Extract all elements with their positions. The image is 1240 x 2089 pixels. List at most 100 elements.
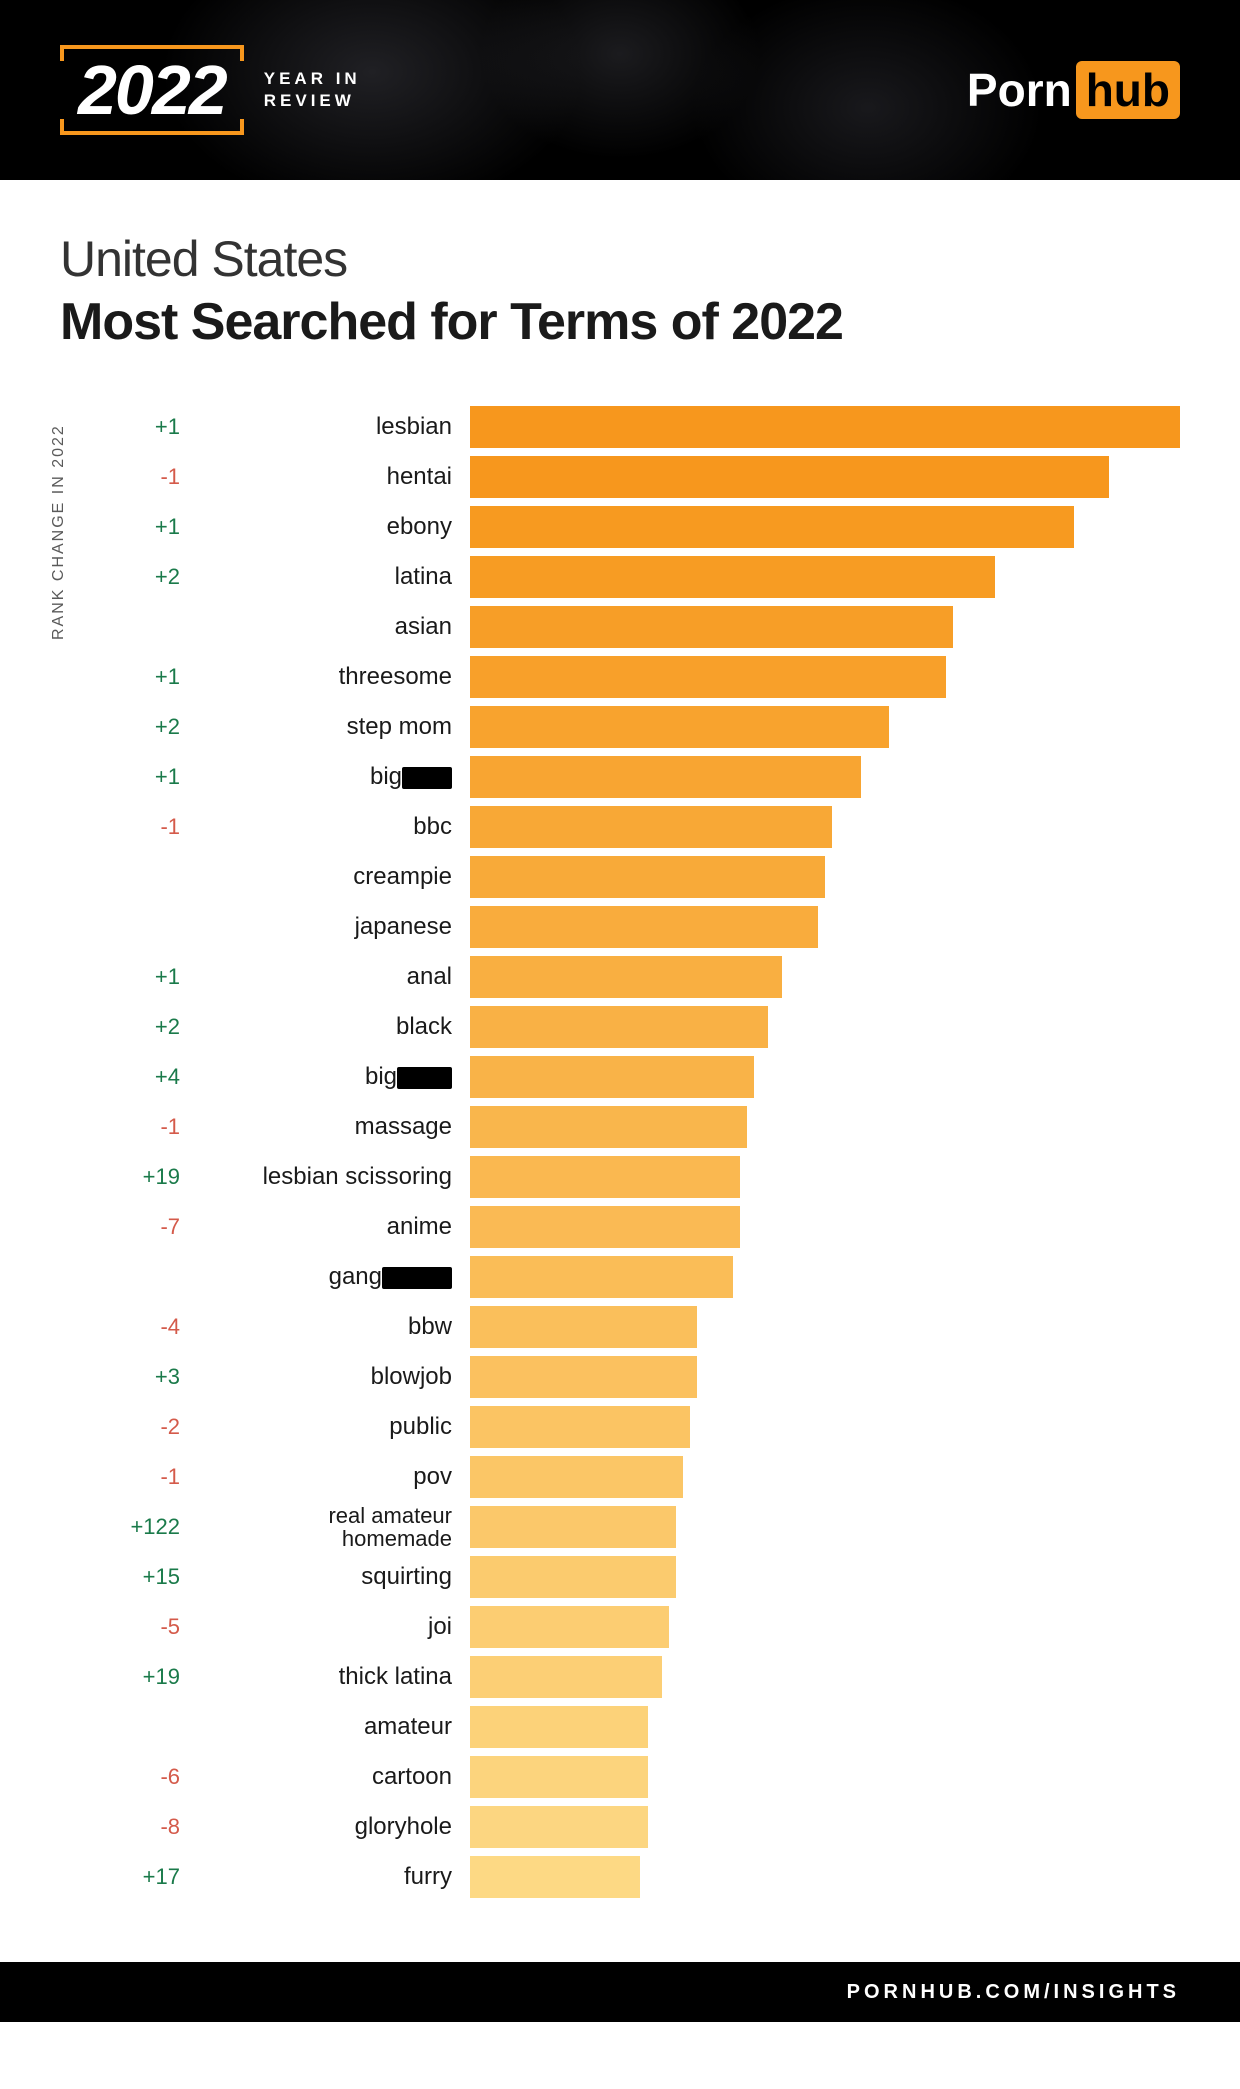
term-label: anime [200,1214,470,1239]
chart-row: +1lesbian [110,402,1180,452]
bar [470,1106,747,1148]
rank-change: +1 [110,514,200,540]
bar-cell [470,1302,1180,1352]
chart-row: -5joi [110,1602,1180,1652]
bar [470,1606,669,1648]
rank-change: +2 [110,1014,200,1040]
bar [470,406,1180,448]
bar-cell [470,1202,1180,1252]
rank-change: -1 [110,464,200,490]
bar [470,1806,648,1848]
rank-change: -6 [110,1764,200,1790]
bar [470,756,861,798]
rank-change: -4 [110,1314,200,1340]
term-label: gloryhole [200,1814,470,1839]
bar-cell [470,1502,1180,1552]
rank-change: +1 [110,664,200,690]
rank-change: +1 [110,964,200,990]
rank-change: +15 [110,1564,200,1590]
chart-row: asian [110,602,1180,652]
bar-cell [470,652,1180,702]
chart-row: +17furry [110,1852,1180,1902]
rank-change: -2 [110,1414,200,1440]
bar [470,1356,697,1398]
redaction-block [397,1067,452,1089]
year-sub-line1: YEAR IN [264,68,361,90]
chart-row: -4bbw [110,1302,1180,1352]
term-label: anal [200,964,470,989]
bar [470,1206,740,1248]
bar [470,1506,676,1548]
bar-cell [470,852,1180,902]
rank-change: -8 [110,1814,200,1840]
logo-left: Porn [967,63,1072,117]
chart-row: -8gloryhole [110,1802,1180,1852]
term-label: furry [200,1864,470,1889]
bar-cell [470,552,1180,602]
chart-row: +19lesbian scissoring [110,1152,1180,1202]
bar-cell [470,1552,1180,1602]
header-bar: 2022 YEAR IN REVIEW Porn hub [0,0,1240,180]
bar-cell [470,1402,1180,1452]
year-text: 2022 [78,55,226,125]
bar-cell [470,952,1180,1002]
rank-change: -7 [110,1214,200,1240]
term-label: ebony [200,514,470,539]
year-in-review-badge: 2022 YEAR IN REVIEW [60,45,361,135]
chart-row: +1ebony [110,502,1180,552]
rank-change: -1 [110,814,200,840]
term-label: lesbian [200,414,470,439]
chart-row: +122real amateurhomemade [110,1502,1180,1552]
term-label: black [200,1014,470,1039]
term-label: blowjob [200,1364,470,1389]
chart: RANK CHANGE IN 2022 +1lesbian-1hentai+1e… [60,402,1180,1902]
bar [470,1556,676,1598]
bar [470,1706,648,1748]
bar-cell [470,1352,1180,1402]
term-label: gang [200,1264,470,1289]
bar [470,706,889,748]
bar-cell [470,1102,1180,1152]
bar-cell [470,1152,1180,1202]
term-label: big [200,1064,470,1089]
chart-row: +15squirting [110,1552,1180,1602]
term-label: big [200,764,470,789]
bar [470,806,832,848]
bar [470,1656,662,1698]
chart-row: creampie [110,852,1180,902]
rank-change: +19 [110,1164,200,1190]
bar-cell [470,602,1180,652]
bar [470,1856,640,1898]
page-title-bold: Most Searched for Terms of 2022 [60,292,1180,352]
chart-row: -1hentai [110,452,1180,502]
chart-row: -7anime [110,1202,1180,1252]
bar [470,856,825,898]
bar [470,906,818,948]
term-label: hentai [200,464,470,489]
term-label: real amateurhomemade [200,1504,470,1550]
bar [470,556,995,598]
rank-change: +2 [110,714,200,740]
bar [470,1006,768,1048]
chart-row: -1bbc [110,802,1180,852]
redaction-block [382,1267,452,1289]
bar-cell [470,702,1180,752]
bar-cell [470,1752,1180,1802]
chart-row: +2step mom [110,702,1180,752]
chart-row: +2latina [110,552,1180,602]
term-label: public [200,1414,470,1439]
bar-cell [470,752,1180,802]
year-subtitle: YEAR IN REVIEW [264,68,361,112]
rank-change: +3 [110,1364,200,1390]
chart-rows: +1lesbian-1hentai+1ebony+2latinaasian+1t… [110,402,1180,1902]
bar-cell [470,1652,1180,1702]
chart-row: -1massage [110,1102,1180,1152]
bar [470,656,946,698]
bar-cell [470,1002,1180,1052]
chart-row: -2public [110,1402,1180,1452]
brand-logo: Porn hub [967,61,1180,119]
chart-row: +4big [110,1052,1180,1102]
bar-cell [470,452,1180,502]
content-area: United States Most Searched for Terms of… [0,180,1240,1962]
chart-row: japanese [110,902,1180,952]
